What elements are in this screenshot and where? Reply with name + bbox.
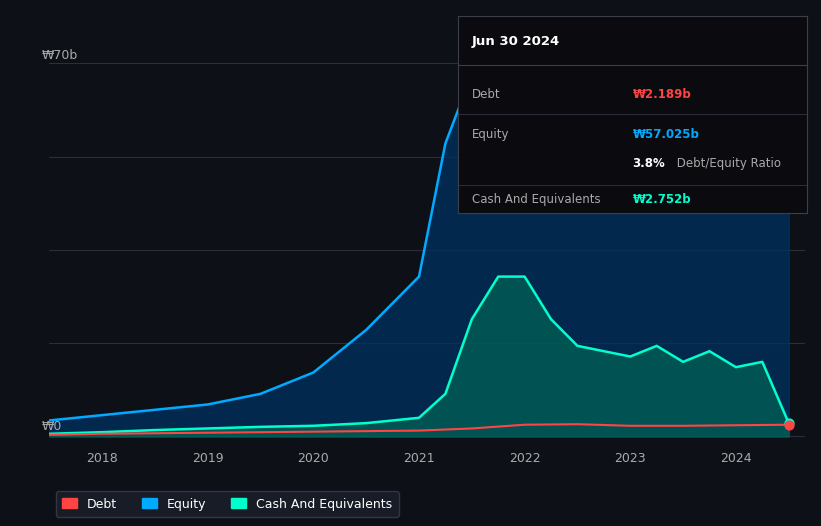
Point: [782, 420, 796, 429]
Text: ₩70b: ₩70b: [42, 49, 78, 62]
Text: ₩2.189b: ₩2.189b: [633, 88, 691, 101]
Text: Jun 30 2024: Jun 30 2024: [472, 35, 560, 48]
Text: Debt/Equity Ratio: Debt/Equity Ratio: [672, 157, 781, 170]
Text: ₩57.025b: ₩57.025b: [633, 128, 699, 140]
Text: Debt: Debt: [472, 88, 501, 101]
Text: Equity: Equity: [472, 128, 510, 140]
Text: ₩2.752b: ₩2.752b: [633, 193, 691, 206]
Text: ₩0: ₩0: [42, 420, 62, 433]
Legend: Debt, Equity, Cash And Equivalents: Debt, Equity, Cash And Equivalents: [56, 491, 399, 517]
Point: [782, 419, 796, 427]
Text: 3.8%: 3.8%: [633, 157, 665, 170]
Text: Cash And Equivalents: Cash And Equivalents: [472, 193, 601, 206]
Point: [782, 128, 796, 137]
